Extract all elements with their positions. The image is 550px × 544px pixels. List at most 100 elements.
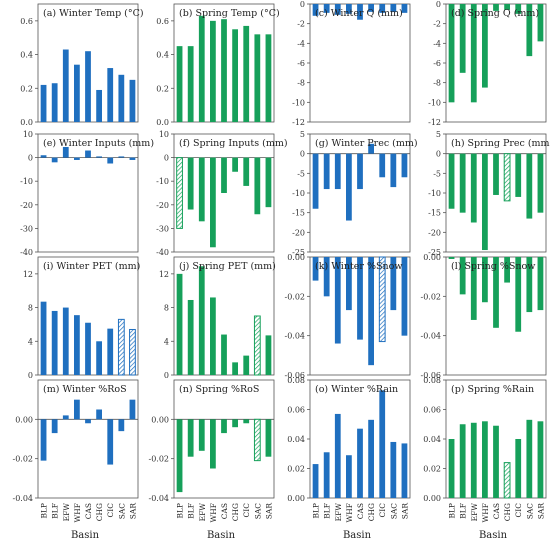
bar-blp [448, 4, 455, 103]
y-tick-label: 0.06 [423, 406, 441, 415]
bar-cic [515, 4, 522, 14]
bar-cic [107, 328, 114, 375]
bar-chg [368, 419, 374, 498]
bar-sac [118, 74, 125, 122]
basin-tick-label: SAR [536, 503, 545, 520]
bar-whf [482, 257, 488, 303]
bar-chg [96, 409, 102, 420]
bar-sar [537, 257, 544, 311]
basin-tick-label: CIC [106, 503, 115, 518]
y-tick-label: 0.6 [20, 17, 33, 26]
y-tick-label: 0 [436, 150, 441, 159]
bar-chg [504, 4, 510, 10]
bar-efw [62, 146, 69, 158]
bar-whf [346, 455, 352, 498]
bar-cic [378, 256, 386, 343]
y-tick-label: -8 [297, 79, 305, 88]
panel-g: 5 0 -5 -10 -15 -20 -25 (g) Winter Prec (mm) [292, 130, 417, 257]
y-tick-label: 12 [159, 270, 169, 279]
y-tick-label: -2 [297, 20, 305, 29]
y-tick-label: 0 [436, 0, 441, 9]
panel-h: 5 0 -5 -10 -15 -20 -25 (h) Spring Prec (mm) [428, 130, 550, 257]
panel-title: (o) Winter %Rain [315, 384, 398, 395]
bar-cic [107, 419, 114, 465]
y-tick-label: -10 [292, 98, 305, 107]
bar-efw [334, 153, 341, 190]
bar-efw [334, 413, 341, 498]
bar-blf [459, 4, 466, 73]
bar-blp [40, 155, 47, 158]
bar-blp [40, 301, 47, 375]
y-tick-label: -8 [433, 79, 441, 88]
bar-blp [448, 257, 455, 259]
bar-chg [504, 257, 510, 283]
y-tick-label: 0.04 [423, 435, 441, 444]
bar-whf [210, 419, 216, 469]
bar-chg [232, 157, 238, 172]
bar-sar [401, 153, 408, 178]
basin-tick-label: SAC [389, 503, 398, 520]
bar-efw [198, 157, 205, 222]
panel-title: (n) Spring %RoS [179, 384, 259, 395]
bar-blp [176, 46, 183, 123]
bar-sar [265, 157, 272, 208]
bar-blf [187, 419, 194, 457]
y-tick-label: 10 [159, 130, 169, 139]
y-tick-label: 8 [28, 304, 33, 313]
basin-tick-label: WHF [481, 503, 490, 522]
bar-chg [503, 153, 511, 202]
bar-sac [254, 157, 261, 215]
y-tick-label: -5 [297, 169, 305, 178]
bar-efw [198, 419, 205, 451]
bar-efw [198, 15, 205, 122]
y-tick-label: 4 [164, 337, 169, 346]
bar-sac [390, 257, 397, 311]
y-tick-label: -0.04 [148, 494, 169, 503]
y-tick-label: -0.04 [420, 332, 441, 341]
panel-n: 0.00 -0.02 -0.04 (n) Spring %RoS BLP BLF EFW WH… [148, 379, 275, 522]
panel-frame [309, 3, 411, 123]
y-tick-label: 0.08 [287, 376, 305, 385]
bar-whf [346, 153, 352, 221]
bar-sac [526, 257, 533, 313]
y-tick-label: -0.02 [284, 292, 305, 301]
bar-blp [176, 157, 183, 229]
y-tick-label: 0 [164, 154, 169, 163]
bar-sac [390, 153, 397, 188]
y-tick-label: 0.04 [287, 435, 305, 444]
bar-chg [96, 89, 102, 122]
bar-sac [526, 4, 533, 57]
basin-tick-label: EFW [470, 503, 479, 522]
bar-sar [401, 443, 408, 498]
y-tick-label: 5 [436, 130, 441, 139]
basin-tick-label: CAS [356, 503, 365, 519]
y-tick-label: 0.00 [423, 253, 441, 262]
basin-tick-label: BLP [448, 503, 457, 519]
basin-tick-label: SAC [525, 503, 534, 520]
basin-tick-label: SAC [117, 503, 126, 520]
panel-title: (l) Spring %Snow [451, 261, 535, 272]
y-tick-label: -25 [292, 248, 305, 257]
bar-blf [187, 299, 194, 375]
y-tick-label: -10 [292, 189, 305, 198]
y-tick-label: -10 [20, 177, 33, 186]
bar-cic [107, 157, 114, 164]
bar-whf [482, 153, 488, 251]
bar-blp [176, 419, 183, 493]
y-tick-label: 0.4 [20, 51, 33, 60]
bar-blp [448, 439, 455, 498]
basin-tick-label: SAR [264, 503, 273, 520]
bar-whf [210, 297, 216, 375]
y-tick-label: 0.4 [156, 51, 169, 60]
basin-tick-label: BLP [176, 503, 185, 519]
panel-a: 0.0 0.2 0.4 0.6 (a) Winter Temp (°C) [20, 3, 144, 127]
basin-tick-label: WHF [209, 503, 218, 522]
y-tick-label: 0 [28, 154, 33, 163]
bar-blp [312, 153, 319, 209]
bar-whf [346, 4, 352, 14]
bar-chg [368, 4, 374, 12]
y-tick-label: 0.00 [287, 253, 305, 262]
y-tick-label: 0 [28, 371, 33, 380]
bar-efw [334, 4, 341, 15]
